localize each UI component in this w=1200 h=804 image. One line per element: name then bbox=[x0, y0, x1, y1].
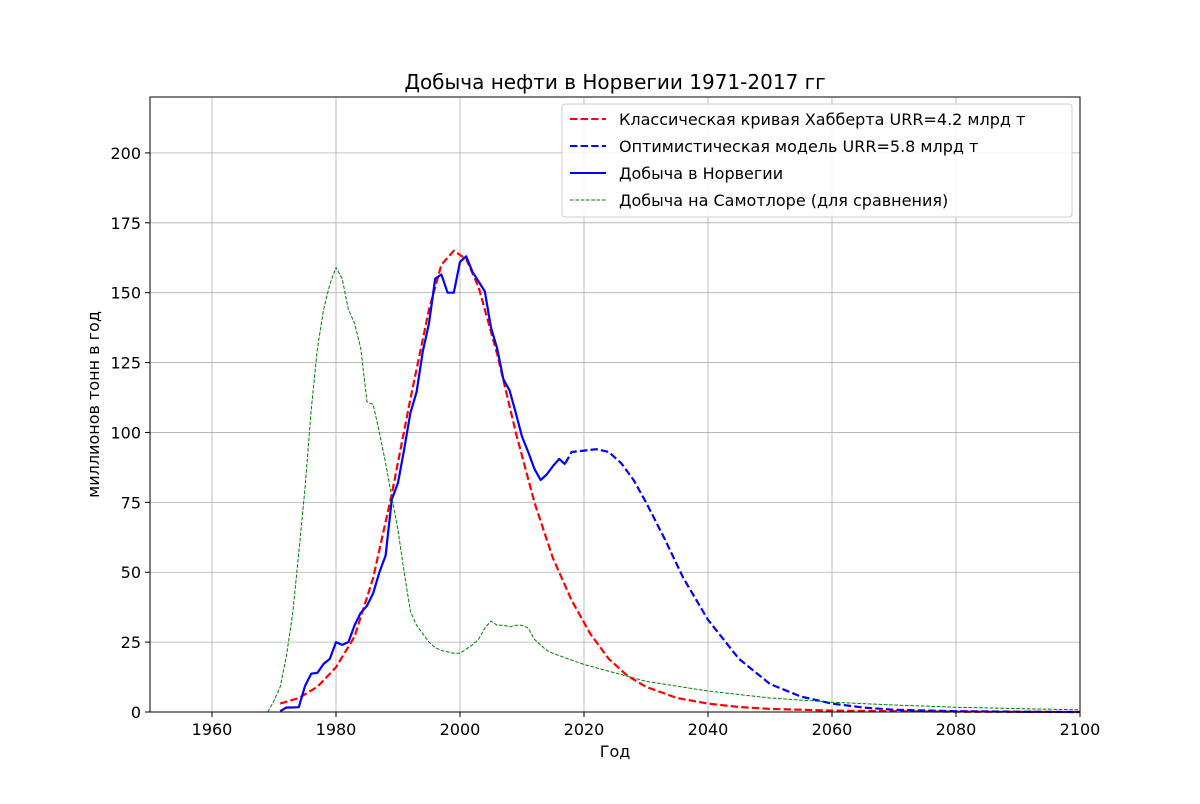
legend-box bbox=[561, 103, 1073, 218]
axis-ticks: 1960 1980 2000 2020 2040 2060 2080 2100 0 25 50 75 1… bbox=[110, 144, 1100, 739]
series-line-samotlor bbox=[267, 267, 1081, 713]
legend-label-optimistic: Оптимистическая модель URR=5.8 млрд т bbox=[619, 137, 978, 156]
series-line-hubbert bbox=[279, 249, 1081, 714]
y-tick-label: 50 bbox=[121, 563, 141, 582]
x-tick-label: 2060 bbox=[812, 720, 853, 739]
chart-title: Добыча нефти в Норвегии 1971-2017 гг bbox=[404, 70, 825, 94]
y-axis-label: миллионов тонн в год bbox=[84, 311, 103, 498]
x-tick-label: 2020 bbox=[564, 720, 605, 739]
legend-label-norway: Добыча в Норвегии bbox=[619, 164, 783, 183]
y-tick-label: 0 bbox=[131, 703, 141, 722]
series-lines bbox=[267, 249, 1081, 714]
y-tick-label: 100 bbox=[110, 423, 141, 442]
y-tick-label: 175 bbox=[110, 214, 141, 233]
y-tick-label: 125 bbox=[110, 354, 141, 373]
y-tick-label: 200 bbox=[110, 144, 141, 163]
y-tick-label: 25 bbox=[121, 633, 141, 652]
x-tick-label: 2040 bbox=[688, 720, 729, 739]
series-line-optimistic bbox=[564, 448, 1081, 714]
legend-label-samotlor: Добыча на Самотлоре (для сравнения) bbox=[619, 191, 948, 210]
y-tick-label: 150 bbox=[110, 284, 141, 303]
series-line-norway bbox=[279, 255, 567, 713]
axes-frame bbox=[149, 96, 1081, 713]
legend-label-hubbert: Классическая кривая Хабберта URR=4.2 млр… bbox=[619, 110, 1025, 129]
x-tick-label: 2100 bbox=[1060, 720, 1101, 739]
x-tick-label: 2080 bbox=[936, 720, 977, 739]
x-tick-label: 1960 bbox=[192, 720, 233, 739]
y-tick-label: 75 bbox=[121, 493, 141, 512]
x-tick-label: 1980 bbox=[316, 720, 357, 739]
x-axis-label: Год bbox=[600, 742, 631, 761]
x-tick-label: 2000 bbox=[440, 720, 481, 739]
legend: Классическая кривая Хабберта URR=4.2 млр… bbox=[561, 103, 1073, 218]
